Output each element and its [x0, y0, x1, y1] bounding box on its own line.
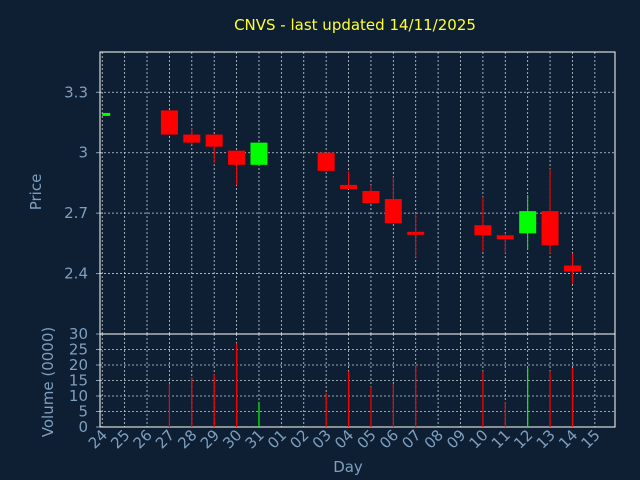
candle-body — [160, 110, 178, 135]
chart-title: CNVS - last updated 14/11/2025 — [234, 16, 476, 34]
volume-tick-label: 30 — [69, 325, 88, 343]
price-tick-label: 2.7 — [64, 204, 88, 222]
price-tick-label: 2.4 — [64, 265, 88, 283]
candle-body — [407, 231, 425, 235]
candle-body — [205, 134, 223, 147]
candle-body — [317, 152, 335, 171]
volume-tick-label: 15 — [69, 372, 88, 390]
candle-body — [250, 142, 268, 165]
candle-body — [340, 184, 358, 189]
candle-body — [563, 265, 581, 272]
price-panel: 2.4 2.7 3 3.3 — [64, 51, 616, 335]
volume-tick-label: 0 — [78, 418, 88, 436]
price-tick-label: 3.3 — [64, 83, 88, 101]
day-axis-label: Day — [333, 458, 363, 476]
volume-plot-frame — [99, 333, 616, 428]
x-tick-labels: 2425262728293031010203040506070809101112… — [85, 426, 604, 452]
candle-body — [228, 150, 246, 165]
candle-body — [541, 211, 559, 246]
price-plot-frame — [99, 51, 616, 335]
volume-axis-label: Volume (0000) — [39, 327, 57, 437]
volume-tick-label: 10 — [69, 387, 88, 405]
volume-tick-label: 20 — [69, 356, 88, 374]
candle-body — [384, 199, 402, 224]
price-tick-label: 3 — [78, 144, 88, 162]
price-axis-label: Price — [27, 174, 45, 211]
candle-body — [496, 235, 514, 240]
volume-tick-label: 5 — [78, 403, 88, 421]
volume-tick-label: 25 — [69, 341, 88, 359]
x-tick-label: 15 — [577, 426, 603, 452]
candle-body — [474, 225, 492, 236]
candle-body — [362, 190, 380, 204]
candle-body — [183, 134, 201, 143]
candle-body — [102, 112, 111, 116]
candle-body — [519, 211, 537, 234]
